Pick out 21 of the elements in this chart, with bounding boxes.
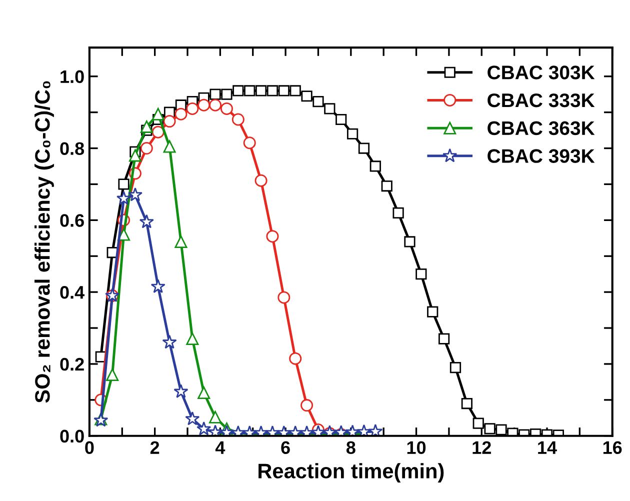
legend-label: CBAC 333K xyxy=(488,93,595,108)
x-axis-title: Reaction time(min) xyxy=(258,463,444,483)
x-tick-label: 4 xyxy=(215,441,226,454)
x-tick-label: 12 xyxy=(472,441,491,454)
x-tick-label: 8 xyxy=(346,441,356,454)
x-tick-label: 10 xyxy=(407,441,426,454)
x-tick-label: 16 xyxy=(603,441,622,454)
y-tick-label: 0.6 xyxy=(60,214,84,227)
y-tick-label: 0.4 xyxy=(60,286,85,299)
y-tick-label: 0.8 xyxy=(60,142,84,155)
x-tick-label: 6 xyxy=(281,441,290,454)
legend-label: CBAC 363K xyxy=(488,121,595,136)
y-axis-title: SO₂ removal efficiency (C₀-C)/C₀ xyxy=(34,81,54,403)
y-tick-label: 1.0 xyxy=(60,70,84,84)
y-tick-label: 0.2 xyxy=(60,358,84,371)
x-tick-label: 2 xyxy=(150,441,160,454)
legend-label: CBAC 303K xyxy=(488,66,595,80)
x-tick-label: 0 xyxy=(85,441,94,454)
x-tick-label: 14 xyxy=(538,441,557,454)
legend-label: CBAC 393K xyxy=(488,149,595,163)
y-tick-label: 0.0 xyxy=(60,430,84,443)
